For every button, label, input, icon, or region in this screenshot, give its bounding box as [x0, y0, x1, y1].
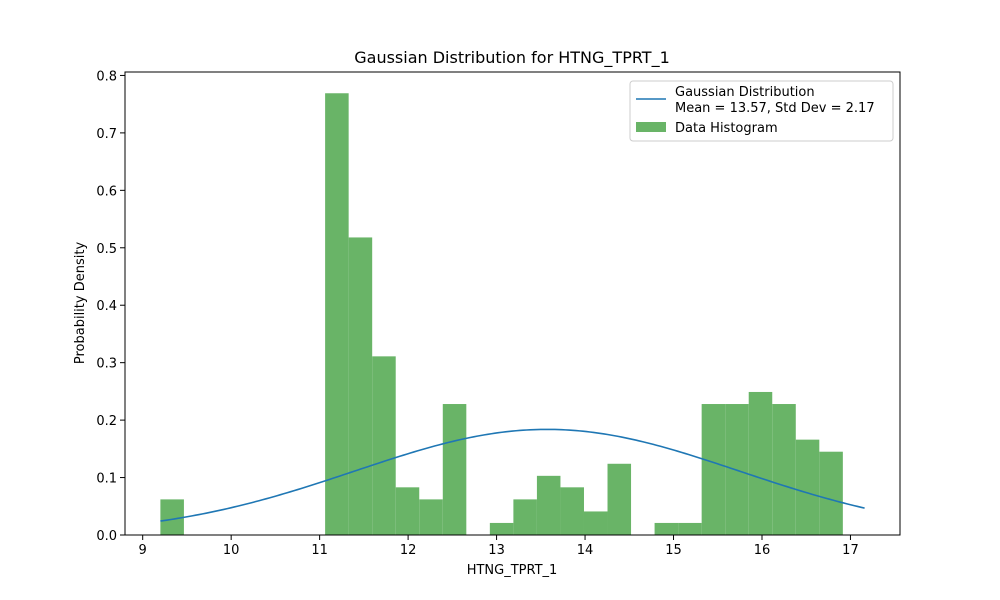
- histogram-bar: [372, 356, 396, 535]
- histogram-bar: [395, 487, 420, 535]
- legend-gaussian-label-line2: Mean = 13.57, Std Dev = 2.17: [675, 101, 875, 116]
- y-tick-label: 0.7: [96, 127, 117, 142]
- histogram-bar: [607, 463, 632, 535]
- histogram-bar: [583, 511, 608, 535]
- histogram-bar: [536, 475, 561, 535]
- legend-box: [629, 80, 894, 142]
- x-axis-label: HTNG_TPRT_1: [467, 563, 558, 578]
- x-tick-label: 9: [139, 543, 147, 558]
- y-tick-label: 0.4: [96, 299, 117, 314]
- histogram-bar: [513, 499, 537, 535]
- chart-title: Gaussian Distribution for HTNG_TPRT_1: [354, 48, 670, 68]
- legend-histogram-label: Data Histogram: [675, 121, 778, 136]
- x-tick-label: 14: [577, 543, 594, 558]
- y-tick-label: 0.0: [96, 529, 117, 544]
- histogram-bar: [442, 404, 467, 535]
- histogram-bar: [560, 487, 584, 535]
- gaussian-curve-line: [160, 428, 865, 522]
- histogram-bar: [160, 499, 184, 535]
- x-tick-label: 13: [488, 543, 505, 558]
- y-tick-label: 0.6: [96, 184, 117, 199]
- y-axis-label: Probability Density: [73, 242, 88, 365]
- legend-histogram-swatch: [636, 122, 666, 132]
- y-tick-label: 0.1: [96, 472, 117, 487]
- histogram-bar: [819, 451, 843, 535]
- x-tick-label: 10: [223, 543, 240, 558]
- histogram-bar: [678, 522, 702, 535]
- histogram-bar: [325, 93, 349, 536]
- y-tick-label: 0.5: [96, 242, 117, 257]
- x-axis-ticks: 9 10 11 12 13 14 15 16 17: [139, 535, 859, 558]
- x-tick-label: 15: [665, 543, 682, 558]
- histogram-bar: [748, 391, 773, 535]
- legend: Gaussian Distribution Mean = 13.57, Std …: [629, 80, 894, 142]
- histogram-bar: [772, 404, 796, 535]
- histogram-bar: [348, 237, 373, 535]
- y-tick-label: 0.3: [96, 357, 117, 372]
- x-tick-label: 16: [754, 543, 771, 558]
- histogram-bar: [489, 522, 514, 535]
- histogram-bars: [160, 93, 843, 536]
- y-tick-label: 0.2: [96, 414, 117, 429]
- x-tick-label: 17: [842, 543, 859, 558]
- plot-frame: [124, 71, 901, 536]
- x-tick-label: 11: [311, 543, 328, 558]
- histogram-bar: [701, 404, 726, 535]
- histogram-bar: [654, 522, 679, 535]
- legend-gaussian-label-line1: Gaussian Distribution: [675, 85, 815, 100]
- y-axis-ticks: 0.0 0.1 0.2 0.3 0.4 0.5 0.6 0.7 0.8: [96, 69, 125, 544]
- histogram-bar: [419, 499, 443, 535]
- histogram-bar: [795, 439, 820, 535]
- y-tick-label: 0.8: [96, 69, 117, 84]
- x-tick-label: 12: [400, 543, 417, 558]
